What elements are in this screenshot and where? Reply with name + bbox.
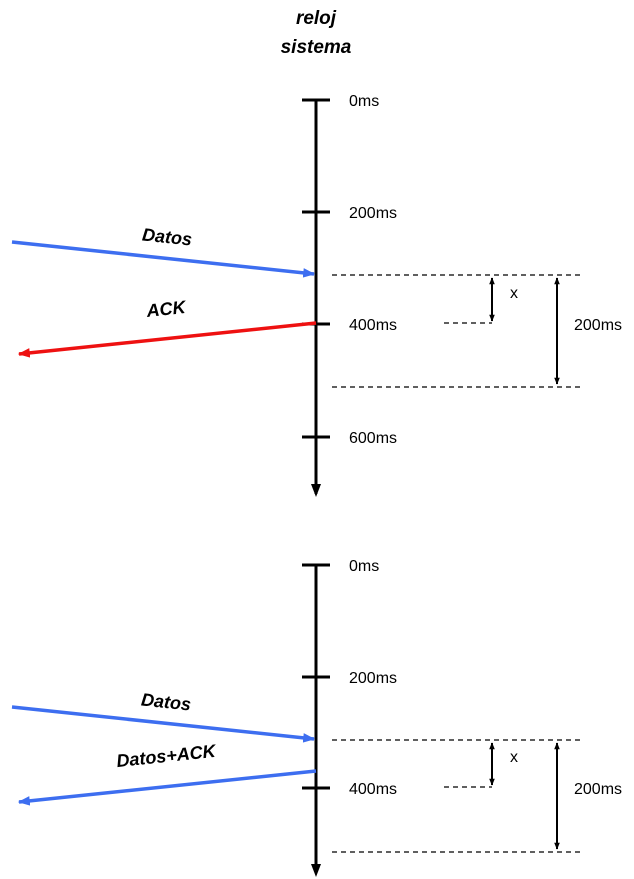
timeline-bottom: 0ms 200ms 400ms Datos Datos+ACK x 200ms [11,558,622,877]
header-line-1: reloj [296,8,337,29]
timeline-bottom-data-ack-arrow [17,769,317,806]
timeline-bottom-tick-label: 400ms [349,781,397,798]
timeline-top-axis-arrowhead [311,484,321,497]
timeline-top: 0ms 200ms 400ms 600ms Datos ACK x 200ms [11,93,622,497]
timeline-top-data-arrow-label: Datos [141,224,193,249]
timeline-bottom-tick-label: 200ms [349,670,397,687]
timeline-top-tick-label: 200ms [349,205,397,222]
timeline-bottom-data-arrow [11,705,316,743]
timeline-bottom-data-arrow-label: Datos [140,689,192,714]
timeline-bottom-tick-label: 0ms [349,558,379,575]
header-line-2: sistema [281,37,352,58]
timeline-bottom-axis-arrowhead [311,864,321,877]
timeline-bottom-window-label: 200ms [574,781,622,798]
timeline-top-small-gap-label: x [510,285,518,302]
timeline-top-tick-label: 0ms [349,93,379,110]
timeline-top-window-label: 200ms [574,317,622,334]
timeline-top-tick-label: 600ms [349,430,397,447]
timeline-top-ack-arrow-label: ACK [145,297,189,321]
timeline-bottom-small-gap-label: x [510,749,518,766]
timeline-top-data-arrow [11,240,316,278]
timeline-top-ack-arrow [17,321,317,358]
timeline-top-tick-label: 400ms [349,317,397,334]
timeline-bottom-data-ack-arrow-label: Datos+ACK [115,741,218,772]
